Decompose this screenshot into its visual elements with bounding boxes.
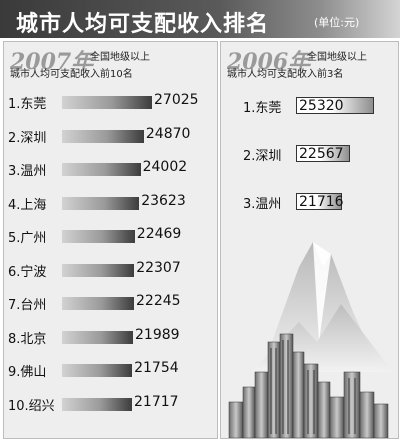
- income-value: 22307: [136, 259, 181, 276]
- panel-2006: 2006年 全国地级以上 城市人均可支配收入前3名 1.东莞 25320 2.深圳 2…: [220, 41, 399, 439]
- income-value: 24002: [142, 159, 188, 175]
- income-value: 22469: [136, 226, 182, 242]
- panel-2007: 2007年 全国地级以上 城市人均可支配收入前10名 1.东莞 27025 2.深圳…: [3, 41, 218, 439]
- income-value: 22245: [136, 293, 181, 309]
- city-label: 1.东莞: [243, 101, 282, 116]
- income-value-box: 21716: [296, 193, 344, 210]
- income-bar: [62, 196, 140, 210]
- subtitle-2007-line1: 全国地级以上: [90, 52, 150, 63]
- subtitle-2006-line1: 全国地级以上: [307, 52, 367, 63]
- city-label: 5.广州: [8, 231, 47, 246]
- income-bar: [62, 263, 135, 277]
- income-bar: [62, 330, 133, 344]
- unit-label: (单位:元): [314, 16, 360, 29]
- city-label: 8.北京: [8, 331, 47, 347]
- income-value: 21754: [134, 360, 179, 376]
- income-value: 24870: [145, 125, 191, 142]
- income-value: 21989: [135, 326, 180, 343]
- city-label: 3.温州: [8, 164, 47, 179]
- income-bar: [62, 96, 152, 109]
- header-banner: 城市人均可支配收入排名 (单位:元): [0, 0, 400, 38]
- income-value: 21717: [134, 393, 179, 410]
- subtitle-2006-line2: 城市人均可支配收入前3名: [227, 69, 344, 80]
- income-bar: [62, 364, 133, 377]
- city-label: 10.绍兴: [8, 398, 55, 414]
- income-value-box: 25320: [296, 97, 374, 114]
- city-buildings: [228, 333, 389, 438]
- income-bar: [62, 129, 144, 143]
- city-label: 2.深圳: [8, 130, 47, 146]
- income-value: 23623: [141, 192, 186, 209]
- income-bar: [62, 397, 132, 411]
- year-2007-label: 2007年: [10, 49, 94, 75]
- skyline-illustration: [228, 242, 393, 438]
- city-label: 4.上海: [8, 197, 47, 213]
- city-label: 3.温州: [243, 197, 282, 212]
- building-windows: [270, 340, 356, 434]
- income-value-box: 22567: [296, 145, 350, 162]
- city-label: 1.东莞: [8, 97, 47, 112]
- city-label: 9.佛山: [8, 365, 47, 380]
- city-label: 7.台州: [8, 298, 47, 313]
- income-bar: [62, 297, 134, 310]
- income-bar: [62, 230, 135, 243]
- year-2006-label: 2006年: [227, 49, 311, 75]
- city-label: 2.深圳: [243, 149, 282, 164]
- income-value: 27025: [154, 92, 199, 108]
- subtitle-2007-line2: 城市人均可支配收入前10名: [10, 69, 133, 80]
- city-label: 6.宁波: [8, 264, 47, 280]
- income-bar: [62, 163, 141, 176]
- page-title: 城市人均可支配收入排名: [16, 12, 270, 37]
